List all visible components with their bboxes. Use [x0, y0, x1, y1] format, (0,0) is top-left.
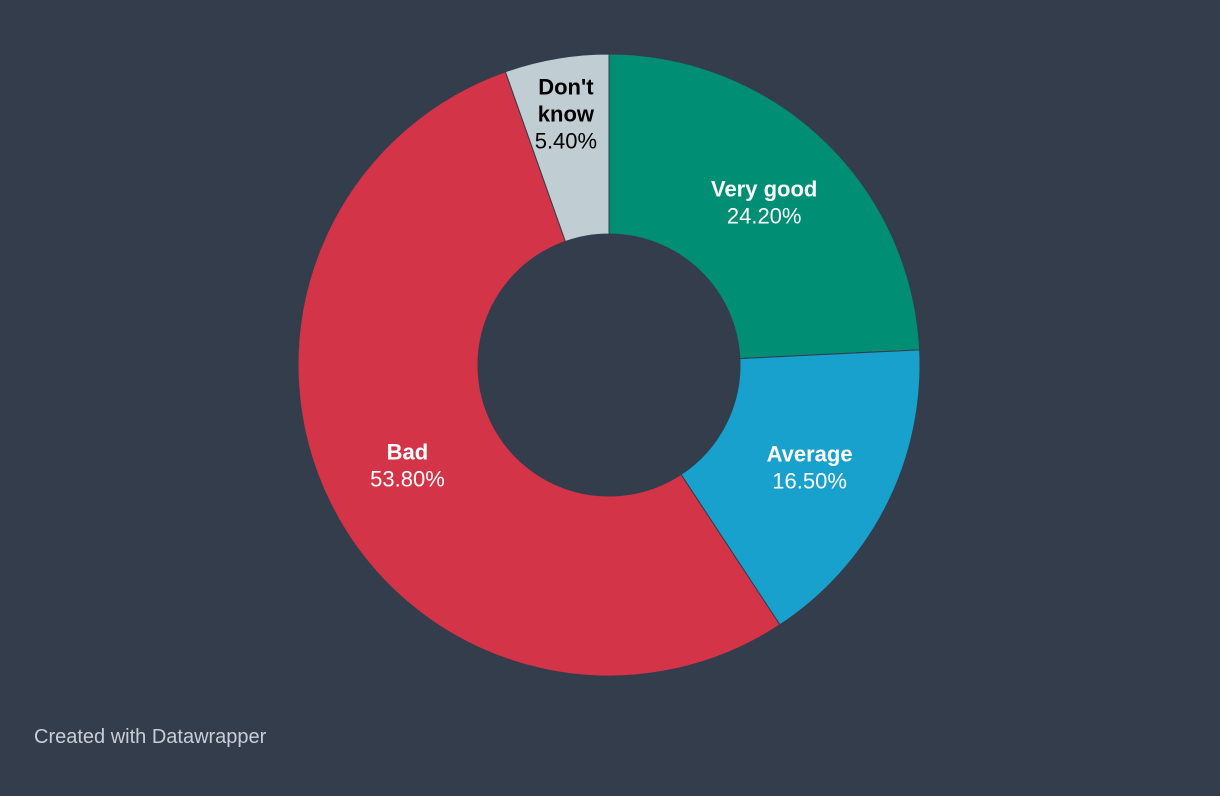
slice-name-don-t-know: Don't — [538, 75, 594, 100]
slice-label-average: Average 16.50% — [767, 441, 853, 493]
slice-label-don-t-know: Don't know 5.40% — [535, 75, 597, 154]
slice-name-don-t-know: know — [538, 102, 595, 127]
datawrapper-credit[interactable]: Created with Datawrapper — [34, 726, 267, 748]
slice-don-t-know[interactable] — [504, 53, 610, 243]
slice-value-average: 16.50% — [772, 468, 847, 493]
slice-name-bad: Bad — [387, 440, 429, 465]
slice-bad[interactable] — [297, 71, 781, 677]
slice-label-bad: Bad 53.80% — [370, 440, 445, 492]
slice-value-bad: 53.80% — [370, 467, 445, 492]
slice-value-don-t-know: 5.40% — [535, 129, 597, 154]
slice-label-very-good: Very good 24.20% — [711, 177, 817, 229]
slice-very-good[interactable] — [608, 53, 921, 360]
slice-average[interactable] — [680, 349, 921, 626]
slice-name-average: Average — [767, 441, 853, 466]
slice-name-very-good: Very good — [711, 177, 817, 202]
slice-value-very-good: 24.20% — [727, 204, 802, 229]
